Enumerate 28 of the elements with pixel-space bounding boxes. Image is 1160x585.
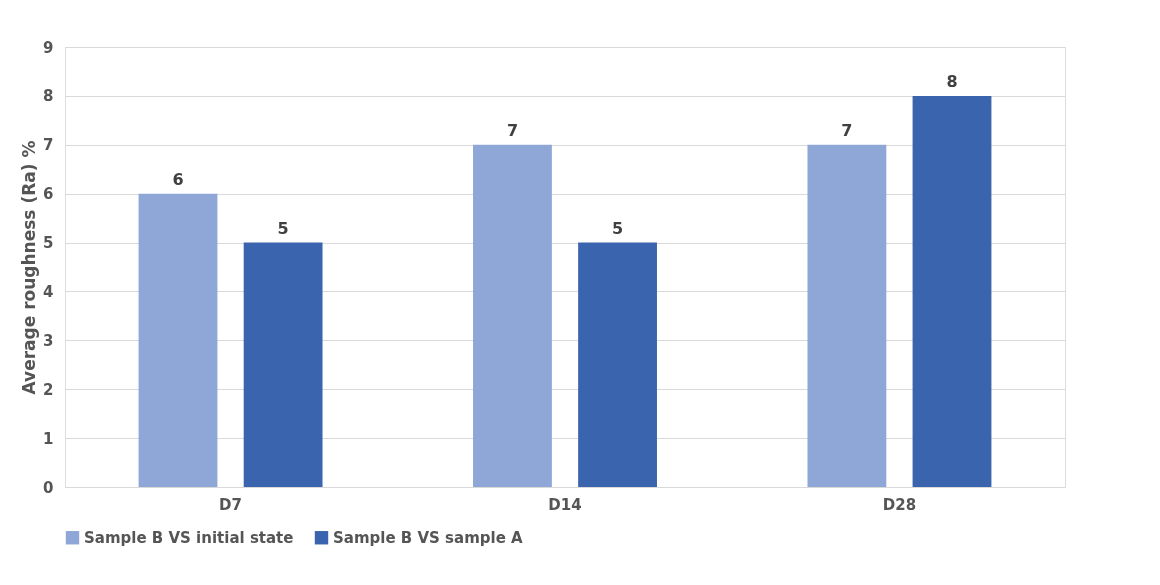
y-tick-label: 1 xyxy=(43,429,54,448)
data-label: 6 xyxy=(172,169,184,189)
y-tick-label: 3 xyxy=(43,331,54,350)
x-tick-label: D28 xyxy=(882,495,917,514)
data-label: 5 xyxy=(611,218,624,238)
y-tick-label: 6 xyxy=(43,185,54,204)
y-tick-label: 2 xyxy=(43,380,54,399)
y-tick-label: 4 xyxy=(43,282,54,301)
y-tick-label: 5 xyxy=(43,234,54,253)
x-tick-label: D7 xyxy=(219,495,242,514)
data-label: 8 xyxy=(946,71,958,91)
y-axis-title: Average roughness (Ra) % xyxy=(19,140,40,395)
x-tick-label: D14 xyxy=(548,495,582,514)
bar xyxy=(138,193,218,487)
y-tick-label: 7 xyxy=(43,136,54,155)
bar xyxy=(807,144,887,487)
y-tick-label: 0 xyxy=(43,478,54,497)
data-label: 5 xyxy=(277,218,289,238)
bar xyxy=(473,144,552,487)
data-label: 7 xyxy=(506,120,519,140)
bar xyxy=(912,95,992,487)
legend-label: Sample B VS sample A xyxy=(333,528,524,547)
bar xyxy=(243,242,323,487)
data-label: 7 xyxy=(841,120,853,140)
y-tick-label: 8 xyxy=(43,87,54,106)
bar xyxy=(578,242,657,487)
legend-label: Sample B VS initial state xyxy=(84,528,294,547)
y-tick-label: 9 xyxy=(43,38,54,57)
